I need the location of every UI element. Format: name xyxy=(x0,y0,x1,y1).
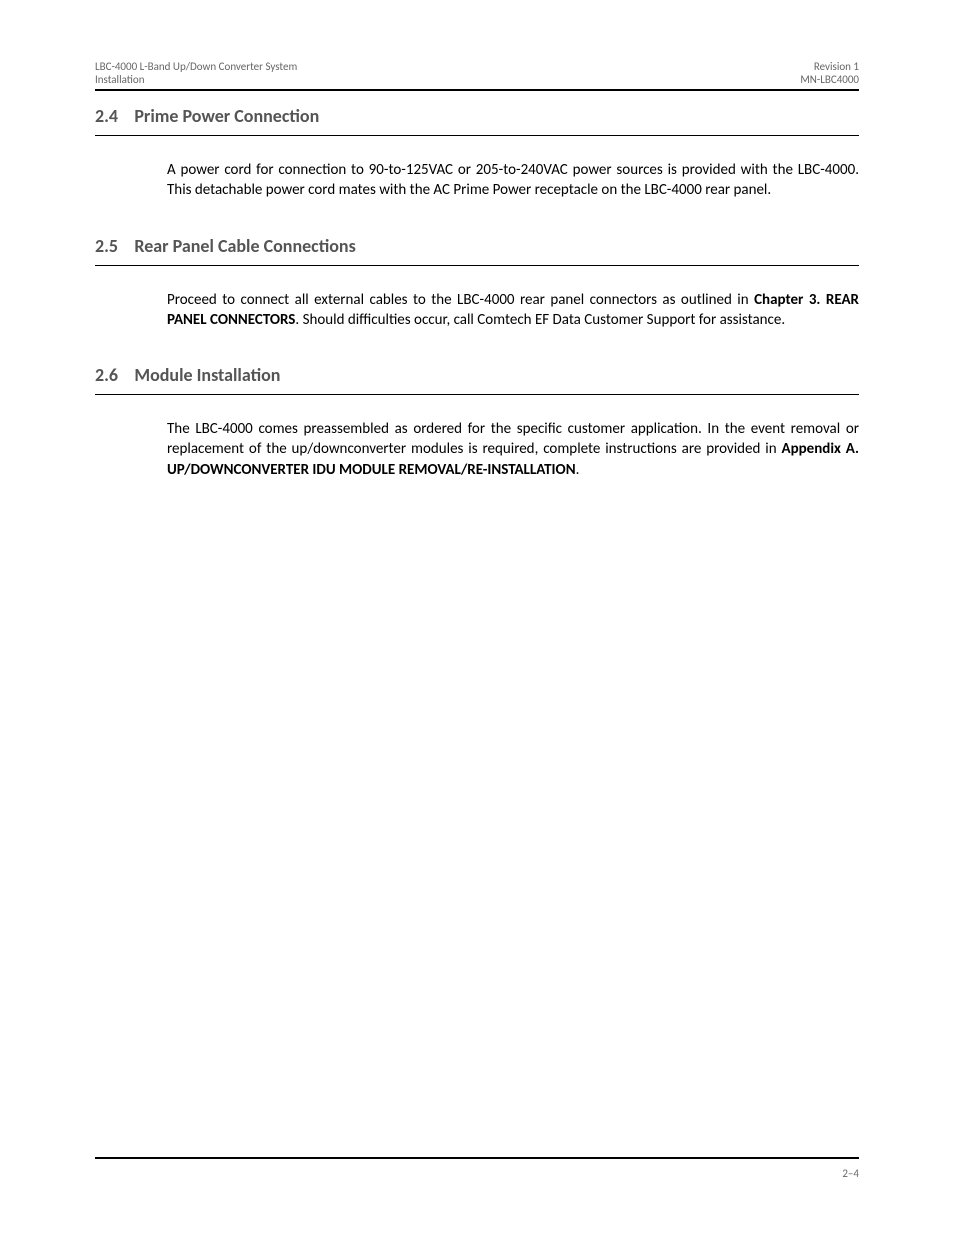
header-right-block: Revision 1 MN-LBC4000 xyxy=(800,60,859,86)
header-right-line2: MN-LBC4000 xyxy=(800,73,859,86)
header-left-line2: Installation xyxy=(95,73,297,86)
section-2-4-body: A power cord for connection to 90-to-125… xyxy=(167,160,859,201)
section-2-5-text-before: Proceed to connect all external cables t… xyxy=(167,291,754,309)
section-rule-2-4 xyxy=(95,135,859,136)
section-2-6: 2.6 Module Installation The LBC-4000 com… xyxy=(95,358,859,480)
section-2-6-text-before: The LBC-4000 comes preassembled as order… xyxy=(167,420,859,458)
section-rule-2-6 xyxy=(95,394,859,395)
section-title: Rear Panel Cable Connections xyxy=(134,235,355,257)
section-2-6-body: The LBC-4000 comes preassembled as order… xyxy=(167,419,859,480)
section-2-6-text-after: . xyxy=(576,461,580,479)
section-title: Module Installation xyxy=(134,364,280,386)
section-number: 2.6 xyxy=(95,364,118,386)
header-right-line1: Revision 1 xyxy=(800,60,859,73)
section-heading-2-4: 2.4 Prime Power Connection xyxy=(95,99,859,131)
section-number: 2.5 xyxy=(95,235,118,257)
section-2-5-body: Proceed to connect all external cables t… xyxy=(167,290,859,331)
footer-page-number: 2–4 xyxy=(842,1167,859,1180)
section-2-5-text-after: . Should difficulties occur, call Comtec… xyxy=(295,311,785,329)
page-footer: 2–4 xyxy=(95,1157,859,1180)
section-heading-2-5: 2.5 Rear Panel Cable Connections xyxy=(95,229,859,261)
header-left-block: LBC-4000 L-Band Up/Down Converter System… xyxy=(95,60,297,86)
section-heading-2-6: 2.6 Module Installation xyxy=(95,358,859,390)
section-2-4-text: A power cord for connection to 90-to-125… xyxy=(167,161,859,199)
section-title: Prime Power Connection xyxy=(134,105,319,127)
footer-rule xyxy=(95,1157,859,1159)
header-rule xyxy=(95,89,859,91)
section-rule-2-5 xyxy=(95,265,859,266)
header-left-line1: LBC-4000 L-Band Up/Down Converter System xyxy=(95,60,297,73)
section-number: 2.4 xyxy=(95,105,118,127)
section-2-4: 2.4 Prime Power Connection A power cord … xyxy=(95,99,859,201)
page-header: LBC-4000 L-Band Up/Down Converter System… xyxy=(95,60,859,86)
section-2-5: 2.5 Rear Panel Cable Connections Proceed… xyxy=(95,229,859,331)
